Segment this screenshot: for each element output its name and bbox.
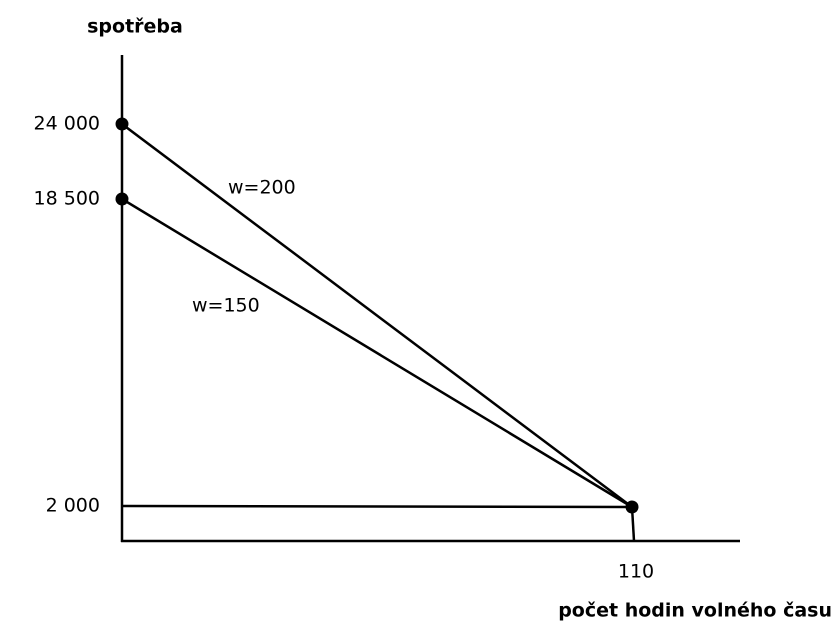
- point: [115, 192, 129, 206]
- x-axis-label: počet hodin volného času: [558, 600, 832, 622]
- y-axis-label: spotřeba: [87, 16, 183, 38]
- line-label: w=200: [228, 177, 296, 199]
- x-tick-label: 110: [618, 561, 654, 583]
- line-label: w=150: [192, 295, 260, 317]
- y-tick-label: 24 000: [34, 113, 100, 135]
- y-tick-label: 18 500: [34, 188, 100, 210]
- non-labor-income-line: [121, 504, 633, 509]
- y-tick-label: 2 000: [46, 495, 100, 517]
- point: [625, 500, 639, 514]
- budget-line: [121, 197, 633, 509]
- point: [115, 117, 129, 131]
- budget-line: [121, 123, 633, 508]
